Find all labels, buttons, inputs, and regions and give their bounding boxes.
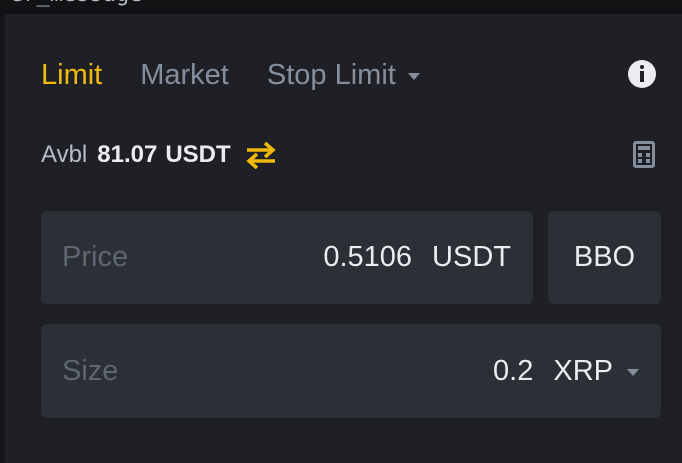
tab-stop-limit[interactable]: Stop Limit — [267, 59, 420, 92]
order-type-tabs: Limit Market Stop Limit — [41, 55, 458, 95]
price-value-group: 0.5106 USDT — [323, 211, 511, 304]
info-circle-icon[interactable] — [628, 60, 656, 88]
tab-market[interactable]: Market — [140, 59, 229, 92]
price-input[interactable]: Price 0.5106 USDT — [41, 211, 533, 304]
price-value[interactable]: 0.5106 — [323, 241, 413, 273]
size-unit-select[interactable]: XRP — [553, 354, 613, 387]
available-unit: USDT — [165, 141, 231, 168]
available-label: Avbl — [41, 141, 88, 168]
tab-stop-limit-label: Stop Limit — [266, 58, 396, 91]
size-value[interactable]: 0.2 — [493, 354, 534, 387]
transfer-arrows-icon[interactable] — [245, 141, 277, 169]
calculator-icon[interactable] — [633, 141, 655, 168]
left-divider — [0, 14, 5, 463]
caret-down-icon — [407, 73, 420, 80]
size-label: Size — [62, 354, 119, 387]
size-value-group: 0.2 XRP — [493, 324, 639, 418]
available-value: 81.07 — [97, 141, 158, 168]
bbo-button[interactable]: BBO — [548, 211, 661, 304]
tab-limit-label: Limit — [41, 58, 103, 91]
tab-market-label: Market — [140, 58, 229, 91]
tab-limit[interactable]: Limit — [41, 59, 102, 92]
top-bar: er_message — [0, 0, 682, 14]
top-bar-text: er_message — [10, 0, 142, 7]
available-balance: Avbl 81.07 USDT — [41, 138, 277, 172]
price-label: Price — [62, 241, 129, 273]
caret-down-icon[interactable] — [627, 368, 639, 376]
size-input[interactable]: Size 0.2 XRP — [41, 324, 661, 418]
price-unit: USDT — [432, 241, 511, 273]
